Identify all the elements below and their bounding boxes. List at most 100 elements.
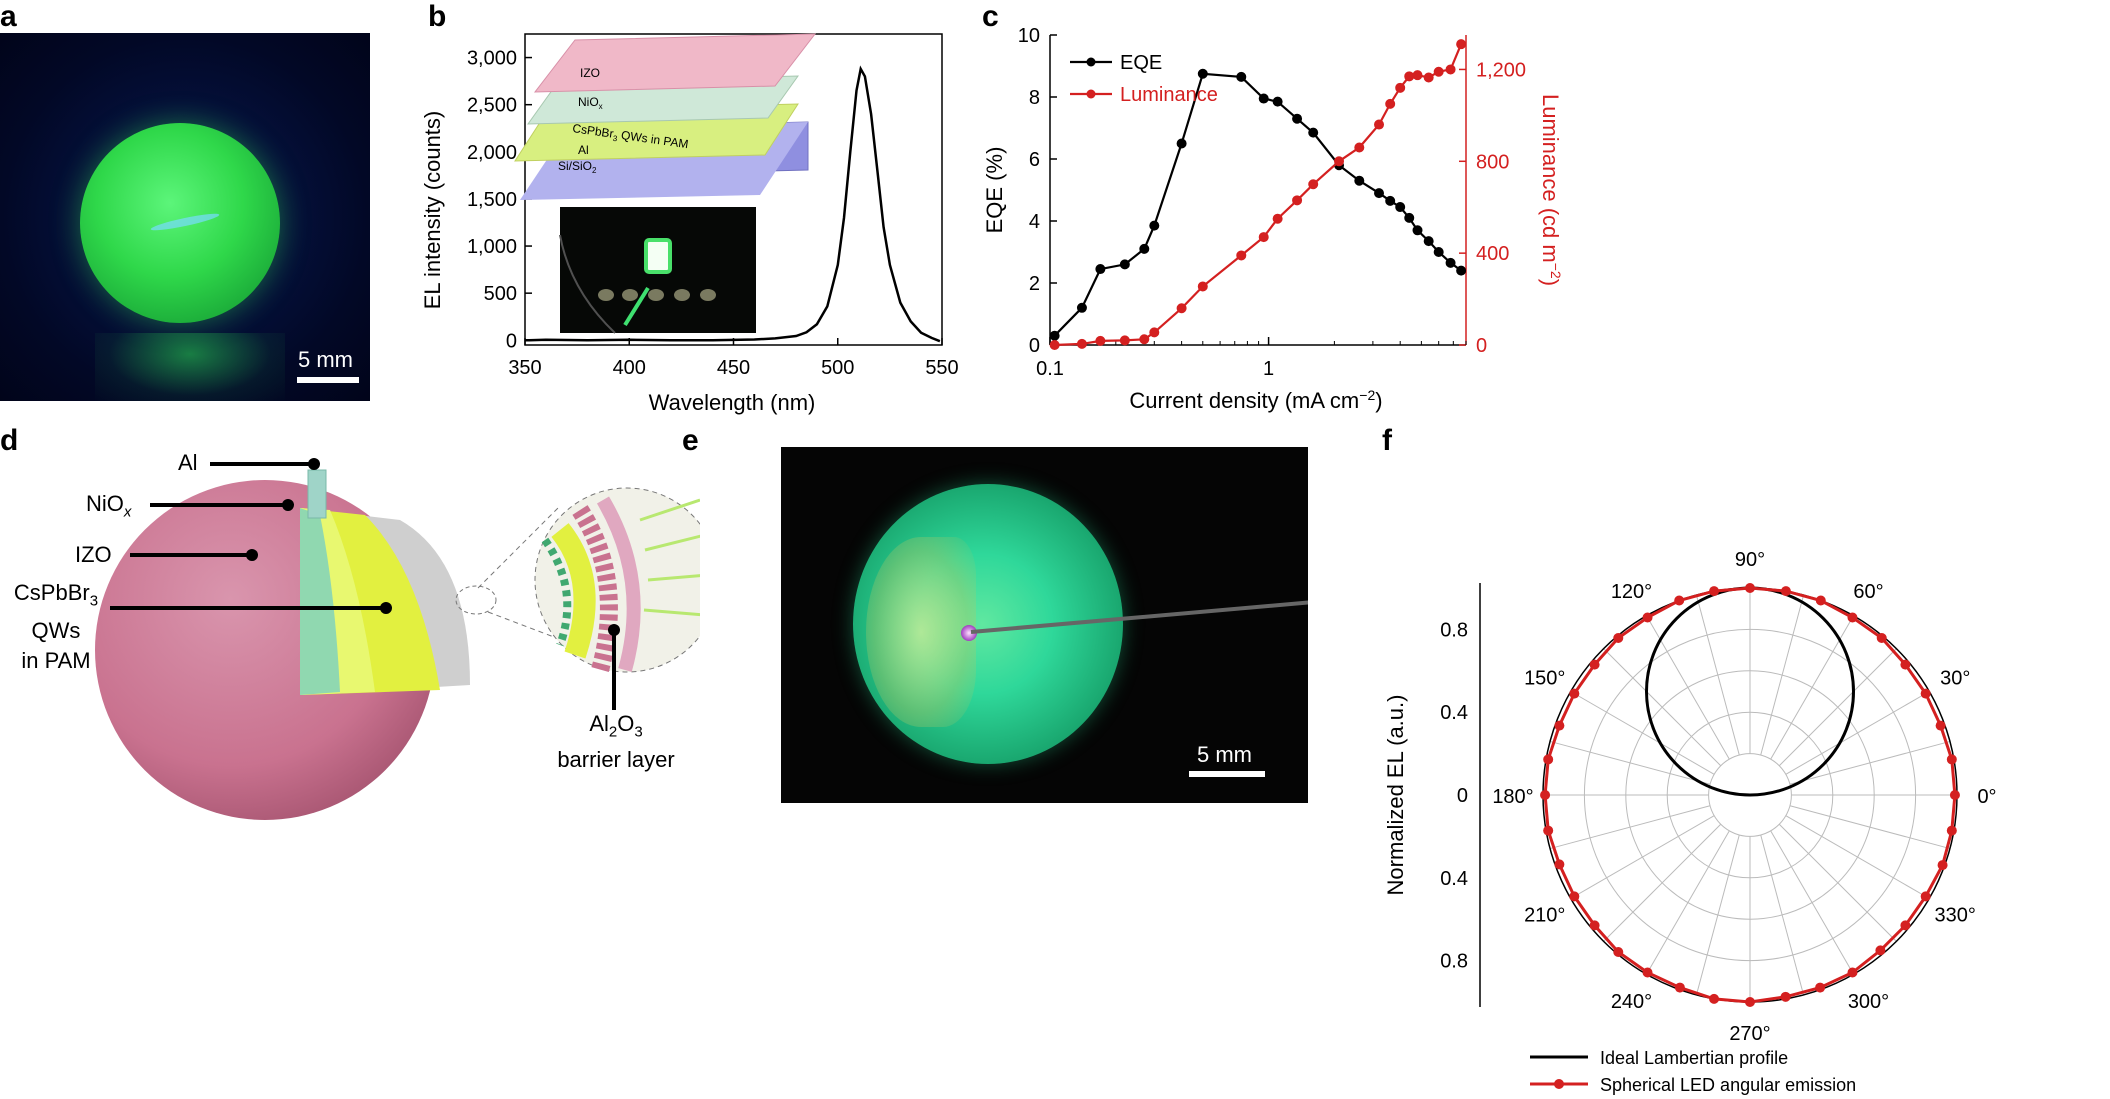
polar-grid-spoke (1760, 594, 1805, 756)
y-tick-label: 1,000 (467, 236, 517, 258)
chart-c-xlabel: Current density (mA cm−2) (1129, 387, 1382, 413)
polar-grid-spoke (1789, 805, 1951, 850)
panel-letter-b: b (428, 0, 447, 33)
led-emission-point (1815, 595, 1826, 606)
led-emission-point (1642, 967, 1653, 978)
y-tick-label: 6 (1029, 149, 1040, 171)
data-point-eqe (1272, 96, 1283, 107)
y-tick-label: 8 (1029, 87, 1040, 109)
led-emission-point (1935, 720, 1946, 731)
led-emission-point (1554, 720, 1565, 731)
data-point-luminance (1308, 179, 1319, 190)
data-point-eqe (1076, 302, 1087, 313)
zoom-inset-layers (541, 496, 700, 673)
angle-label: 150° (1524, 668, 1565, 690)
panel-letter-c: c (982, 0, 999, 33)
legend-label-luminance: Luminance (1120, 84, 1218, 106)
led-emission-point (1900, 920, 1911, 931)
led-emission-point (1780, 991, 1791, 1002)
data-point-eqe (1139, 243, 1150, 254)
chart-b-axes: 0 500 1,000 1,500 2,000 2,500 3,000 350 400 450 50… (467, 33, 959, 379)
label-izo: IZO (75, 542, 112, 567)
data-point-luminance (1139, 334, 1150, 345)
led-emission-point (1946, 825, 1957, 836)
label-qw: CsPbBr3 QWs in PAM (13, 580, 99, 674)
data-point-luminance (1404, 71, 1415, 82)
led-emission-point (1674, 595, 1685, 606)
led-emission-point (1875, 945, 1886, 956)
led-emission-point (1543, 825, 1554, 836)
data-point-eqe (1354, 175, 1365, 186)
chart-c-plot (1049, 39, 1467, 350)
panel-letter-d: d (0, 424, 19, 457)
led-emission-point (1589, 659, 1600, 670)
chart-c-legend: EQE Luminance (1070, 52, 1218, 106)
led-emission-point (1920, 688, 1931, 699)
scale-bar (297, 377, 359, 383)
chart-b: EL intensity (counts) Wavelength (nm) 0 5… (420, 33, 959, 415)
data-point-luminance (1272, 213, 1283, 224)
panel-letter-f: f (1382, 424, 1392, 457)
angle-label: 300° (1848, 991, 1889, 1013)
layer-izo (533, 33, 817, 93)
sphere-mirror-reflection (95, 333, 285, 401)
data-point-luminance (1374, 119, 1385, 130)
angle-label: 270° (1729, 1023, 1770, 1045)
chart-f: Normalized EL (a.u.) 0° 30° 60° 90° 120° 150°… (1383, 549, 1997, 1095)
data-point-eqe (1119, 259, 1130, 270)
angle-label: 330° (1935, 905, 1976, 927)
chart-f-ylabel: Normalized EL (a.u.) (1383, 695, 1408, 896)
chart-b-xlabel: Wavelength (nm) (649, 390, 816, 415)
data-point-luminance (1354, 142, 1365, 153)
led-emission-point (1642, 612, 1653, 623)
chart-c: EQE (%) Luminance (cd m−2) Current densi… (982, 25, 1564, 413)
data-point-luminance (1176, 303, 1187, 314)
led-emission-point (1876, 633, 1887, 644)
angle-label: 120° (1611, 581, 1652, 603)
y2-tick-label: 0 (1476, 335, 1487, 357)
polar-grid-spoke (1549, 805, 1711, 850)
y-tick-label: 2,000 (467, 142, 517, 164)
radial-tick-label: 0.4 (1440, 868, 1468, 890)
led-emission-point (1745, 997, 1755, 1007)
y-tick-label: 0 (1029, 335, 1040, 357)
chart-f-plot (1540, 583, 1960, 1007)
photo-green-sphere: 5 mm (0, 33, 370, 401)
panel-letter-e: e (682, 424, 699, 457)
chart-b-ylabel: EL intensity (counts) (420, 111, 445, 310)
led-emission-point (1709, 586, 1720, 597)
angle-label: 0° (1977, 786, 1996, 808)
led-emission-point (1543, 754, 1554, 765)
data-point-eqe (1456, 265, 1467, 276)
led-emission-point (1900, 659, 1911, 670)
legend-label-led: Spherical LED angular emission (1600, 1075, 1856, 1095)
y-tick-label: 500 (484, 283, 517, 305)
chart-c-ylabel: EQE (%) (982, 147, 1007, 234)
layer-label-al: Al (578, 143, 589, 157)
angle-label: 210° (1524, 905, 1565, 927)
y-tick-label: 4 (1029, 211, 1040, 233)
label-al: Al (178, 450, 198, 475)
led-emission-point (1569, 891, 1580, 902)
data-point-eqe (1374, 188, 1385, 199)
data-point-eqe (1258, 93, 1269, 104)
data-point-luminance (1412, 70, 1423, 81)
data-point-luminance (1076, 338, 1087, 349)
photo-spherical-led: 5 mm (781, 447, 1308, 803)
led-emission-point (1709, 993, 1720, 1004)
data-point-luminance (1197, 281, 1208, 292)
polar-grid-spoke (1570, 691, 1715, 775)
polar-grid-spoke (1570, 815, 1715, 899)
led-emission-point (1540, 790, 1551, 800)
zoom-source (455, 585, 497, 615)
data-point-eqe (1385, 195, 1396, 206)
chart-c-axes: 0 2 4 6 8 10 0 400 800 1,200 0.1 1 (1018, 25, 1526, 380)
data-point-eqe (1149, 220, 1160, 231)
x-tick-label: 550 (925, 357, 958, 379)
y2-tick-label: 400 (1476, 243, 1509, 265)
legend-marker-led (1554, 1079, 1564, 1089)
data-point-eqe (1412, 225, 1423, 236)
polar-grid-spoke (1789, 740, 1951, 785)
polar-grid-spoke (1778, 648, 1897, 767)
polar-grid-spoke (1785, 815, 1930, 899)
